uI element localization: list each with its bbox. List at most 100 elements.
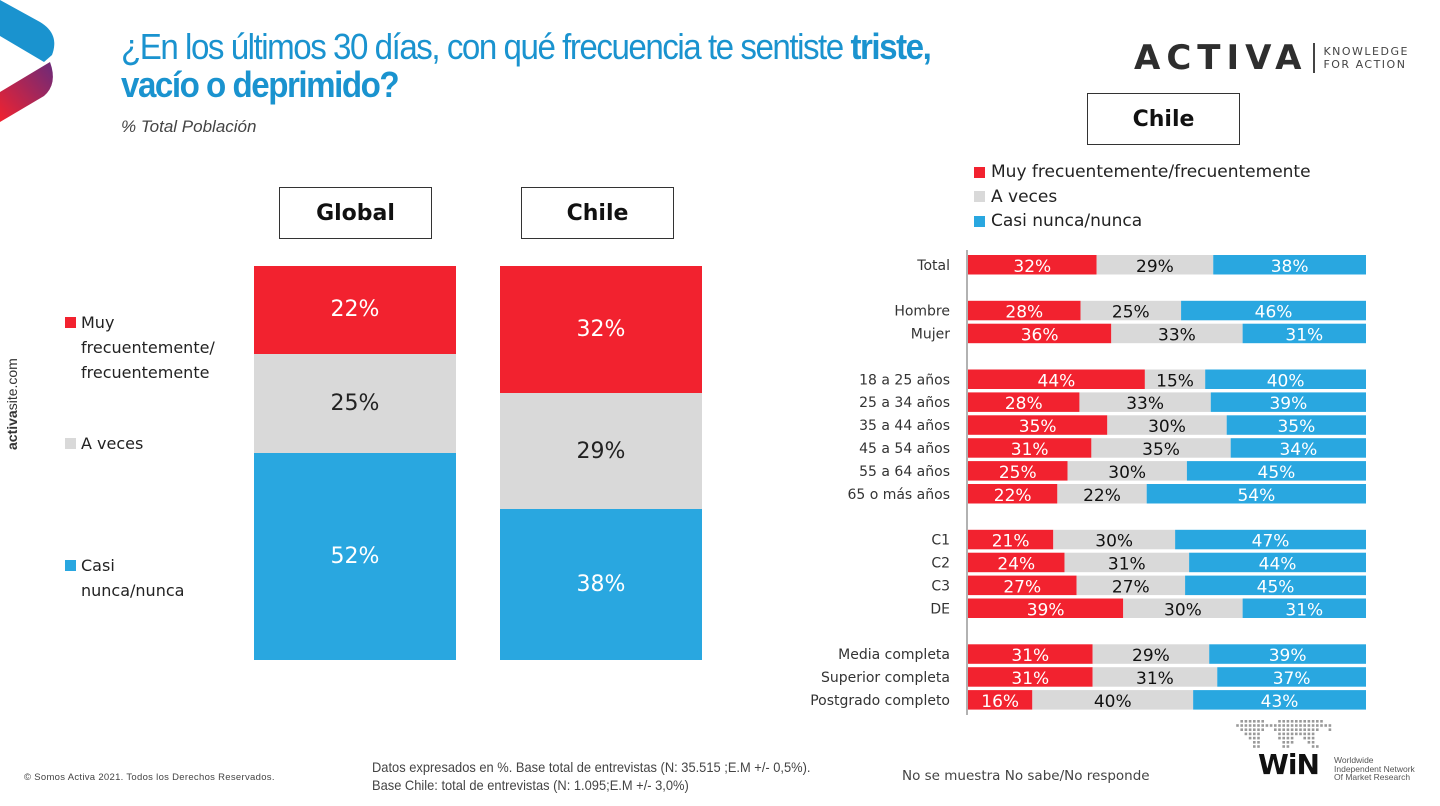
bar-segment-frequent: [968, 667, 1093, 687]
data-label: 30%: [1095, 532, 1133, 552]
map-dot: [1257, 736, 1260, 740]
data-label: 32%: [576, 317, 626, 343]
data-label: 25%: [330, 390, 380, 416]
legend-swatch-frequent: [974, 166, 985, 178]
map-dot: [1253, 724, 1256, 727]
map-dot: [1278, 736, 1281, 740]
category-label: Postgrado completo: [810, 693, 950, 709]
title-emphasis: triste,: [850, 26, 931, 67]
map-dot: [1307, 732, 1311, 736]
map-dot: [1299, 728, 1302, 731]
bar-segment-sometimes: [1057, 484, 1147, 504]
legend-label-frequent: Muy frecuentemente/ frecuentemente: [81, 313, 215, 382]
data-label: 27%: [1112, 577, 1150, 597]
bar-segment-sometimes: [1144, 369, 1206, 389]
map-dot: [1307, 736, 1311, 740]
legend-label-sometimes: A veces: [81, 434, 144, 453]
map-dot: [1257, 724, 1260, 727]
data-label: 31%: [1011, 669, 1049, 689]
category-label: C2: [931, 555, 950, 571]
brand-tagline-1: KNOWLEDGE: [1323, 45, 1409, 58]
side-url-bold: activa: [4, 410, 20, 450]
category-label: C3: [931, 578, 950, 594]
data-label: 32%: [1013, 257, 1051, 277]
map-dot: [1295, 728, 1298, 731]
win-tagline: Worldwide Independent Network Of Market …: [1334, 756, 1415, 782]
data-label: 52%: [330, 544, 380, 570]
bar-segment-rarely: [1189, 552, 1366, 573]
data-label: 39%: [1027, 600, 1065, 620]
data-label: 30%: [1148, 417, 1186, 437]
data-label: 36%: [1021, 325, 1059, 345]
map-dot: [1265, 724, 1269, 727]
bar-segment-sometimes: [1080, 300, 1182, 321]
map-dot: [1244, 732, 1248, 736]
map-dot: [1320, 720, 1323, 723]
activa-logo-mark: [0, 0, 55, 122]
bar-segment-rarely: [1186, 461, 1366, 481]
page-subtitle: % Total Población: [121, 117, 257, 136]
data-label: 21%: [992, 532, 1030, 552]
map-dot: [1253, 720, 1256, 723]
map-dot: [1303, 728, 1306, 731]
map-dot: [1261, 728, 1264, 731]
win-logo: WiN Worldwide Independent Network Of Mar…: [1228, 718, 1418, 781]
data-label: 37%: [1273, 669, 1311, 689]
bar-segment-rarely: [1181, 300, 1366, 321]
bar-segment-sometimes: [1053, 529, 1176, 550]
map-dot: [1244, 720, 1248, 723]
map-dot: [1328, 724, 1332, 727]
world-map-icon: [1236, 720, 1332, 748]
bar-segment-frequent: [968, 300, 1081, 321]
map-dot: [1257, 741, 1260, 744]
legend-label-frequent: Muy frecuentemente/frecuentemente: [991, 162, 1311, 182]
bar-segment-sometimes: [1032, 690, 1194, 710]
map-dot: [1282, 732, 1285, 736]
map-dot: [1248, 728, 1252, 731]
bar-segment-rarely: [1213, 255, 1366, 275]
legend-item-frequent: Muy frecuentemente/ frecuentemente: [65, 310, 245, 385]
map-dot: [1295, 720, 1298, 723]
title-text: ¿En los últimos 30 días, con qué frecuen…: [121, 26, 851, 67]
bar-segment-sometimes: [1067, 461, 1187, 481]
bar-segment-sometimes: [1092, 644, 1210, 664]
bar-segment-rarely: 52%: [254, 453, 456, 660]
bar-segment-frequent: [968, 392, 1080, 412]
bar-segment-sometimes: [1092, 667, 1218, 687]
bar-segment-rarely: [1242, 598, 1366, 618]
map-dot: [1240, 720, 1243, 723]
data-label: 40%: [1094, 692, 1132, 712]
bar-segment-frequent: [968, 461, 1068, 481]
brand-tagline: KNOWLEDGE FOR ACTION: [1323, 45, 1409, 71]
data-label: 38%: [576, 571, 626, 597]
map-dot: [1303, 736, 1306, 740]
data-label: 25%: [999, 463, 1037, 483]
data-label: 28%: [1005, 394, 1043, 414]
bar-segment-sometimes: [1091, 438, 1231, 458]
legend-label-sometimes: A veces: [991, 186, 1058, 207]
map-dot: [1290, 741, 1294, 744]
map-dot: [1311, 732, 1315, 736]
map-dot: [1278, 724, 1281, 727]
map-dot: [1278, 728, 1281, 731]
map-dot: [1257, 728, 1260, 731]
win-tagline-1: Worldwide: [1334, 755, 1374, 765]
map-dot: [1248, 732, 1252, 736]
category-label: 65 o más años: [847, 487, 950, 503]
map-dot: [1316, 745, 1319, 748]
legend-item-sometimes: A veces: [65, 431, 245, 456]
map-dot: [1269, 724, 1273, 727]
bar-segment-frequent: [968, 529, 1054, 550]
map-dot: [1248, 720, 1252, 723]
bar-segment-rarely: [1209, 644, 1366, 664]
data-label: 25%: [1112, 303, 1150, 323]
right-legend: Muy frecuentemente/frecuentemente A vece…: [974, 160, 1311, 234]
map-dot: [1240, 724, 1243, 727]
map-dot: [1290, 720, 1294, 723]
map-dot: [1274, 728, 1277, 731]
category-label: 55 a 64 años: [859, 464, 950, 480]
map-dot: [1290, 736, 1294, 740]
legend-item-rarely: Casi nunca/nunca: [65, 553, 195, 603]
data-label: 38%: [1271, 257, 1309, 277]
bar-segment-frequent: [968, 415, 1108, 435]
